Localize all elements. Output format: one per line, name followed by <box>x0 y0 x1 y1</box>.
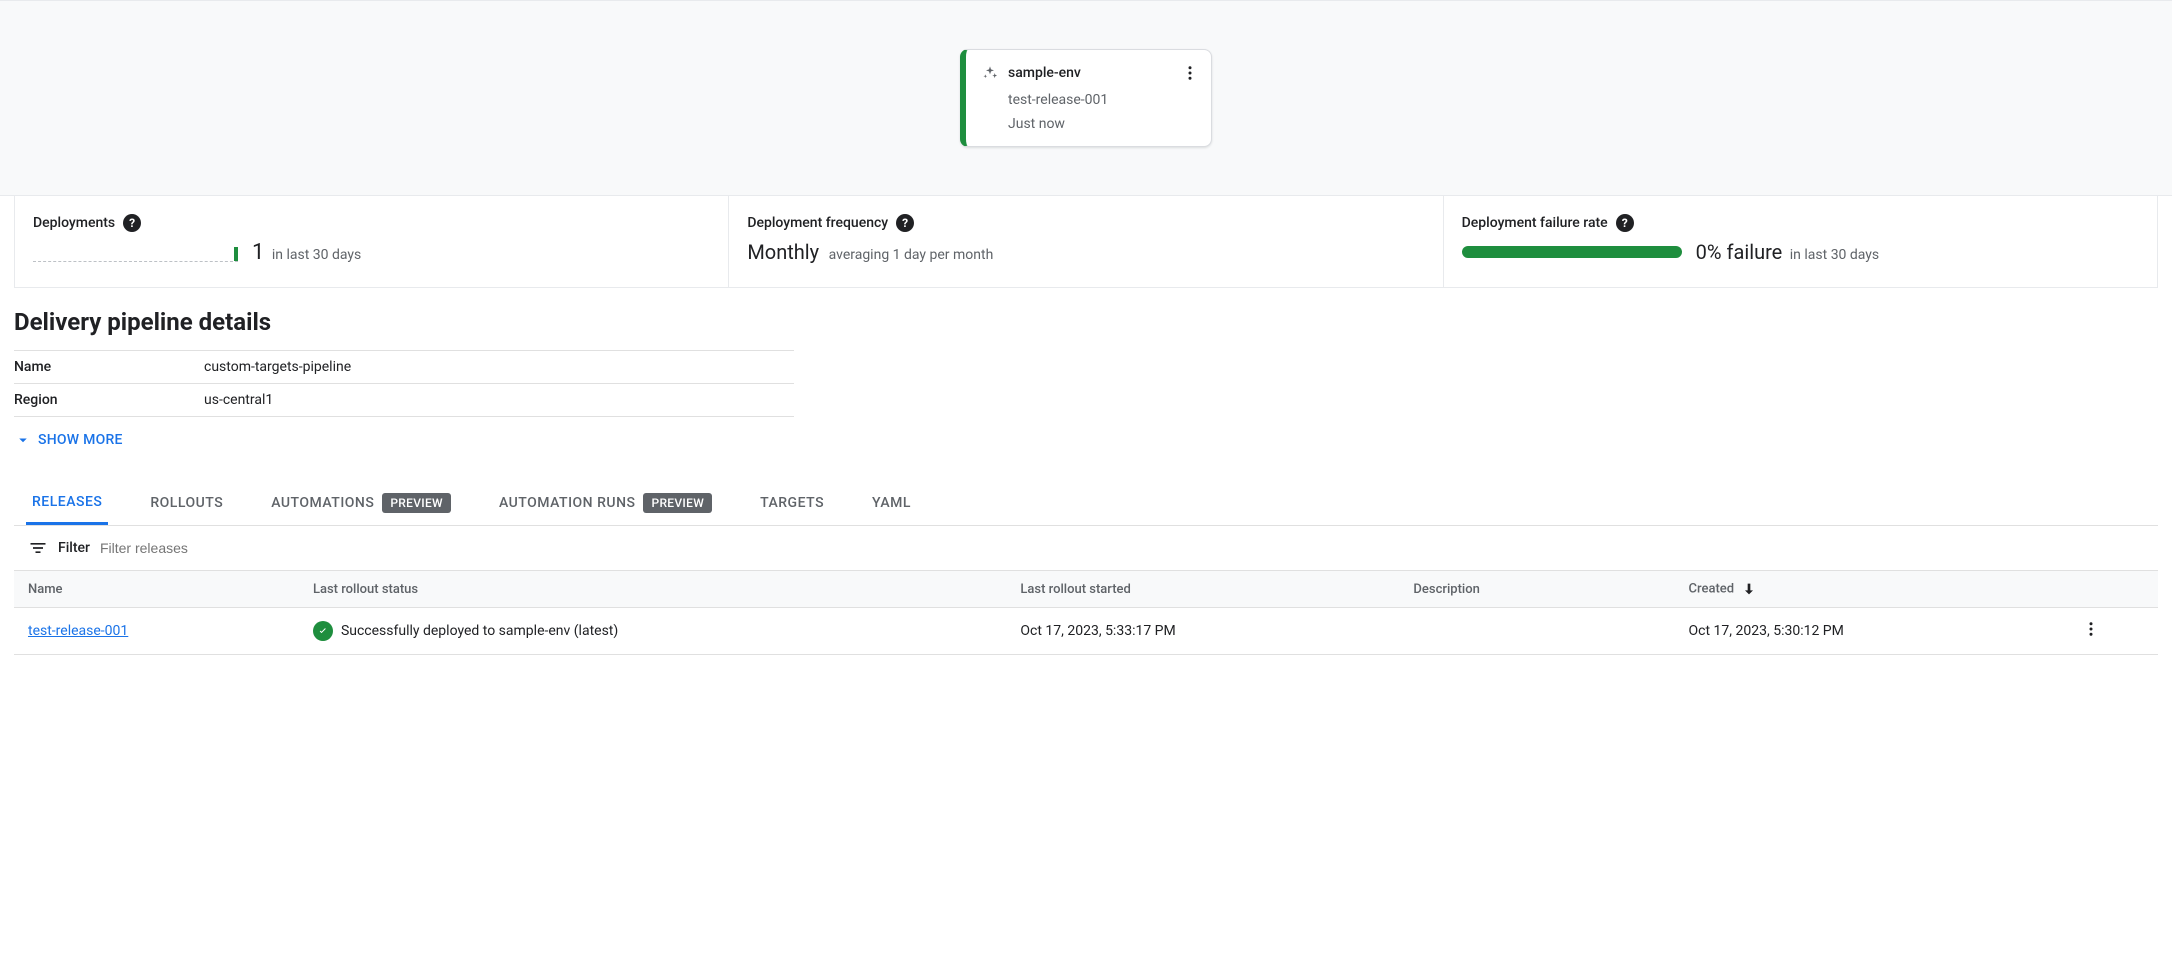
failure-bar <box>1462 246 1682 258</box>
tab-releases[interactable]: RELEASES <box>26 482 108 525</box>
details-section: Delivery pipeline details Name custom-ta… <box>0 288 2172 675</box>
details-heading: Delivery pipeline details <box>14 308 2158 336</box>
frequency-suffix: averaging 1 day per month <box>829 247 994 263</box>
pipeline-stage-area: sample-env test-release-001 Just now <box>0 0 2172 196</box>
details-value: custom-targets-pipeline <box>204 351 794 384</box>
tab-targets[interactable]: TARGETS <box>754 483 830 523</box>
metric-frequency: Deployment frequency ? Monthly averaging… <box>729 196 1443 287</box>
more-vert-icon[interactable] <box>2082 620 2100 638</box>
deployments-sparkline <box>33 244 238 262</box>
show-more-label: SHOW MORE <box>38 432 123 448</box>
metrics-row: Deployments ? 1 in last 30 days Deployme… <box>14 196 2158 288</box>
tab-automation-runs[interactable]: AUTOMATION RUNS PREVIEW <box>493 481 718 525</box>
col-header-actions <box>2068 571 2158 608</box>
details-label: Region <box>14 384 204 417</box>
tab-automations-label: AUTOMATIONS <box>271 495 374 511</box>
col-header-status[interactable]: Last rollout status <box>299 571 1006 608</box>
help-icon[interactable]: ? <box>123 214 141 232</box>
sort-down-icon <box>1741 581 1757 597</box>
details-row: Region us-central1 <box>14 384 794 417</box>
sparkle-icon <box>982 65 998 81</box>
filter-icon[interactable] <box>28 538 48 558</box>
col-header-created[interactable]: Created <box>1675 571 2068 608</box>
tabs-row: RELEASES ROLLOUTS AUTOMATIONS PREVIEW AU… <box>14 481 2158 526</box>
tab-automation-runs-label: AUTOMATION RUNS <box>499 495 636 511</box>
chevron-down-icon <box>14 431 32 449</box>
started-cell: Oct 17, 2023, 5:33:17 PM <box>1006 608 1399 655</box>
status-text: Successfully deployed to sample-env (lat… <box>341 623 618 639</box>
metric-failure-title: Deployment failure rate <box>1462 215 1608 231</box>
more-vert-icon[interactable] <box>1181 64 1199 82</box>
help-icon[interactable]: ? <box>1616 214 1634 232</box>
failure-value: 0% failure <box>1696 240 1783 264</box>
check-circle-icon <box>313 621 333 641</box>
tab-targets-label: TARGETS <box>760 495 824 511</box>
col-header-created-label: Created <box>1689 581 1735 596</box>
show-more-button[interactable]: SHOW MORE <box>14 431 123 449</box>
deployments-count: 1 <box>252 240 264 265</box>
table-row: test-release-001 Successfully deployed t… <box>14 608 2158 655</box>
failure-suffix: in last 30 days <box>1790 247 1879 263</box>
frequency-value: Monthly <box>747 240 819 264</box>
details-label: Name <box>14 351 204 384</box>
release-link[interactable]: test-release-001 <box>28 623 128 639</box>
metric-deployments: Deployments ? 1 in last 30 days <box>15 196 729 287</box>
env-card-time: Just now <box>1008 116 1199 132</box>
preview-badge: PREVIEW <box>382 493 451 513</box>
details-row: Name custom-targets-pipeline <box>14 351 794 384</box>
metric-deployments-title: Deployments <box>33 215 115 231</box>
preview-badge: PREVIEW <box>643 493 712 513</box>
details-value: us-central1 <box>204 384 794 417</box>
tab-releases-label: RELEASES <box>32 494 102 510</box>
description-cell <box>1399 608 1674 655</box>
releases-table: Name Last rollout status Last rollout st… <box>14 570 2158 655</box>
metric-failure: Deployment failure rate ? 0% failure in … <box>1444 196 2157 287</box>
created-cell: Oct 17, 2023, 5:30:12 PM <box>1675 608 2068 655</box>
deployments-suffix: in last 30 days <box>272 247 361 263</box>
tab-rollouts-label: ROLLOUTS <box>150 495 223 511</box>
details-table: Name custom-targets-pipeline Region us-c… <box>14 350 794 417</box>
tab-yaml-label: YAML <box>872 495 911 511</box>
filter-label: Filter <box>58 540 90 556</box>
filter-input[interactable] <box>100 540 300 556</box>
env-card-release: test-release-001 <box>1008 92 1199 108</box>
tab-yaml[interactable]: YAML <box>866 483 917 523</box>
tab-rollouts[interactable]: ROLLOUTS <box>144 483 229 523</box>
tab-automations[interactable]: AUTOMATIONS PREVIEW <box>265 481 457 525</box>
env-card-title: sample-env <box>1008 65 1081 81</box>
help-icon[interactable]: ? <box>896 214 914 232</box>
col-header-started[interactable]: Last rollout started <box>1006 571 1399 608</box>
metric-frequency-title: Deployment frequency <box>747 215 888 231</box>
col-header-name[interactable]: Name <box>14 571 299 608</box>
environment-card[interactable]: sample-env test-release-001 Just now <box>960 49 1212 147</box>
col-header-description[interactable]: Description <box>1399 571 1674 608</box>
filter-row: Filter <box>14 526 2158 570</box>
